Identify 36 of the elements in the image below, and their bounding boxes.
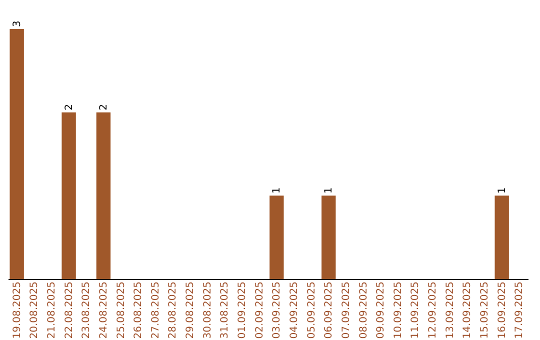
data-label: 3: [12, 20, 23, 27]
x-tick-label: 02.09.2025: [254, 282, 266, 339]
data-label: 1: [496, 187, 508, 194]
x-tick-label: 09.09.2025: [376, 282, 387, 339]
data-label: 1: [324, 187, 335, 194]
x-tick-label: 16.09.2025: [496, 282, 508, 339]
x-tick-label: 04.09.2025: [288, 282, 300, 339]
x-tick-label: 19.08.2025: [12, 282, 23, 339]
x-tick-label: 07.09.2025: [340, 282, 352, 339]
data-label: 2: [64, 104, 75, 110]
x-tick-label: 01.09.2025: [237, 282, 248, 339]
x-tick-label: 31.08.2025: [220, 282, 231, 339]
x-tick-label: 05.09.2025: [306, 282, 318, 339]
x-tick-label: 21.08.2025: [46, 282, 58, 339]
data-label: 2: [98, 104, 110, 110]
x-tick-label: 15.09.2025: [480, 282, 491, 339]
x-tick-label: 06.09.2025: [324, 282, 335, 339]
x-tick-label: 28.08.2025: [168, 282, 179, 339]
x-tick-label: 30.08.2025: [202, 282, 214, 339]
data-label: 1: [272, 187, 283, 194]
x-tick-label: 23.08.2025: [81, 282, 92, 339]
x-tick-label: 08.09.2025: [358, 282, 370, 339]
x-tick-label: 03.09.2025: [272, 282, 283, 339]
x-tick-label: 24.08.2025: [98, 282, 110, 339]
x-tick-label: 29.08.2025: [185, 282, 196, 339]
x-tick-label: 12.09.2025: [428, 282, 439, 339]
x-tick-label: 13.09.2025: [444, 282, 456, 339]
x-tick-label: 20.08.2025: [29, 282, 40, 339]
x-tick-label: 27.08.2025: [150, 282, 162, 339]
x-tick-label: 17.09.2025: [514, 282, 526, 339]
x-tick-label: 11.09.2025: [410, 282, 422, 339]
x-tick-label: 26.08.2025: [133, 282, 144, 339]
x-tick-label: 22.08.2025: [64, 282, 75, 339]
x-tick-label: 10.09.2025: [392, 282, 404, 339]
x-tick-label: 14.09.2025: [462, 282, 474, 339]
x-tick-label: 25.08.2025: [116, 282, 127, 339]
